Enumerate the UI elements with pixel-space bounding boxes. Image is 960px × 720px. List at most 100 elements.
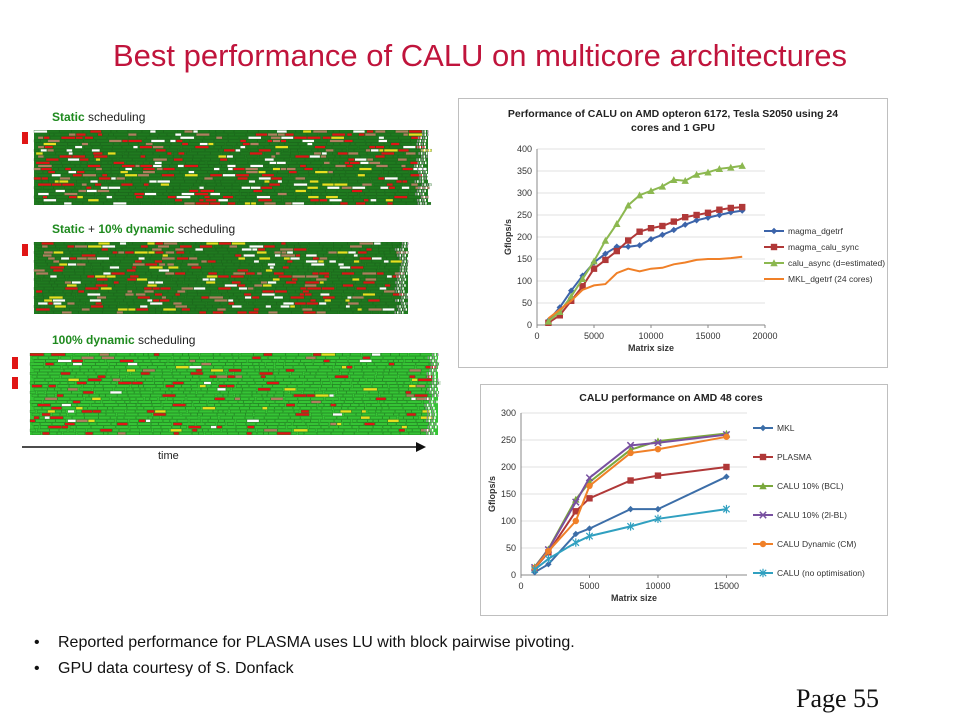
task-block — [260, 363, 265, 366]
task-block — [176, 394, 186, 397]
task-block — [54, 363, 66, 366]
task-block — [69, 133, 76, 136]
task-block — [153, 388, 160, 391]
task-block — [85, 287, 98, 289]
task-block — [65, 269, 74, 271]
task-block — [109, 290, 117, 292]
task-block — [383, 372, 388, 375]
task-block — [185, 388, 191, 391]
task-block — [159, 269, 170, 271]
task-block — [62, 426, 68, 429]
task-block — [239, 432, 247, 435]
task-block — [58, 360, 72, 363]
task-block — [318, 149, 325, 152]
task-block — [379, 420, 388, 423]
task-block — [262, 272, 273, 274]
task-block — [388, 429, 398, 432]
task-block — [97, 190, 109, 193]
task-block — [406, 394, 414, 397]
task-block — [32, 385, 42, 388]
task-block — [253, 302, 265, 304]
task-block — [396, 187, 400, 190]
task-block — [34, 177, 41, 180]
task-block — [196, 369, 202, 372]
task-block — [373, 429, 382, 432]
task-block — [230, 162, 235, 165]
legend-entry: CALU (no optimisation) — [753, 568, 865, 578]
task-block — [102, 248, 109, 250]
task-block — [118, 199, 132, 202]
task-block — [205, 155, 218, 158]
task-block — [56, 245, 67, 247]
task-block — [201, 388, 207, 391]
task-block — [183, 199, 194, 202]
task-block — [163, 394, 176, 397]
task-block — [217, 426, 222, 429]
task-block — [207, 311, 212, 313]
task-block — [122, 391, 126, 394]
task-block — [295, 177, 305, 180]
series-plasma — [531, 464, 729, 572]
task-block — [147, 158, 153, 161]
task-block — [145, 263, 157, 265]
task-block — [432, 429, 434, 432]
data-point — [627, 477, 633, 483]
task-block — [125, 413, 137, 416]
task-block — [376, 398, 386, 401]
task-block — [49, 357, 59, 360]
task-block — [147, 299, 152, 301]
task-block — [248, 372, 259, 375]
task-block — [196, 242, 201, 244]
task-block — [297, 187, 306, 190]
data-point — [771, 228, 777, 234]
task-block — [38, 193, 49, 196]
task-block — [176, 251, 184, 253]
task-block — [424, 158, 426, 161]
task-block — [110, 363, 116, 366]
task-block — [276, 366, 284, 369]
task-block — [330, 423, 336, 426]
task-block — [400, 432, 408, 435]
task-block — [164, 242, 178, 244]
task-block — [409, 296, 411, 298]
task-block — [247, 382, 255, 385]
task-block — [146, 143, 153, 146]
task-block — [311, 296, 321, 298]
task-block — [350, 423, 364, 426]
task-block — [136, 254, 144, 256]
task-block — [248, 302, 252, 304]
task-block — [291, 296, 305, 298]
task-block — [363, 401, 377, 404]
y-tick-label: 100 — [517, 276, 532, 286]
task-block — [32, 366, 44, 369]
task-block — [397, 257, 405, 259]
task-block — [432, 416, 434, 419]
task-block — [213, 177, 222, 180]
task-block — [345, 401, 354, 404]
task-block — [119, 404, 127, 407]
task-block — [396, 357, 402, 360]
task-block — [219, 149, 224, 152]
task-block — [340, 398, 345, 401]
task-block — [289, 180, 303, 183]
task-block — [336, 287, 347, 289]
task-block — [300, 287, 306, 289]
task-block — [349, 149, 354, 152]
task-block — [40, 369, 52, 372]
task-block — [377, 196, 389, 199]
task-block — [272, 360, 276, 363]
task-block — [177, 369, 187, 372]
task-block — [376, 254, 384, 256]
task-block — [331, 137, 344, 140]
y-tick-label: 350 — [517, 166, 532, 176]
task-block — [227, 385, 235, 388]
task-block — [58, 385, 69, 388]
task-block — [305, 432, 317, 435]
task-block — [141, 394, 150, 397]
task-block — [144, 140, 151, 143]
task-block — [49, 290, 63, 292]
task-block — [103, 308, 117, 310]
task-block — [126, 196, 134, 199]
task-block — [211, 196, 221, 199]
data-point — [671, 227, 677, 233]
